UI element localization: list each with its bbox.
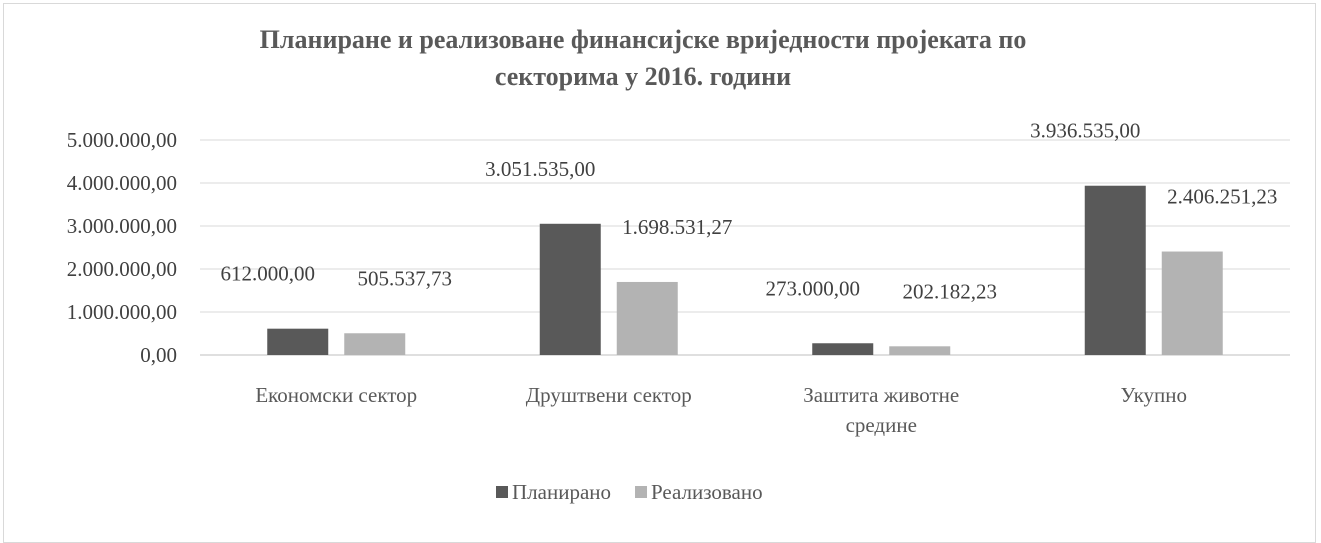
legend: Планирано Реализовано [496,480,763,504]
data-label: 273.000,00 [766,276,861,300]
bar-realized [616,281,678,355]
bar-planned [267,328,329,355]
data-label: 3.936.535,00 [1030,119,1140,143]
bar-realized [1161,251,1223,355]
y-tick-label: 5.000.000,00 [67,128,177,152]
category-label: Укупно [1121,383,1187,407]
chart-title-line: Планиране и реализоване финансијске вриј… [260,25,1027,54]
y-tick-label: 3.000.000,00 [67,214,177,238]
legend-label: Реализовано [651,480,763,504]
bar-planned [539,223,601,355]
category-label: Друштвени сектор [526,383,692,407]
bars [267,185,1223,355]
category-labels: Економски сектор Друштвени сектор Заштита … [255,383,1187,437]
y-tick-label: 2.000.000,00 [67,257,177,281]
bar-chart: Планиране и реализоване финансијске вриј… [67,25,1290,504]
chart-title: Планиране и реализоване финансијске вриј… [260,25,1027,91]
bar-realized [344,333,406,355]
y-tick-label: 4.000.000,00 [67,171,177,195]
y-axis-ticks: 0,00 1.000.000,00 2.000.000,00 3.000.000,00… [67,128,177,367]
legend-swatch [496,486,508,498]
legend-label: Планирано [512,480,611,504]
data-label: 3.051.535,00 [485,157,595,181]
bar-planned [812,343,874,355]
data-label: 1.698.531,27 [622,215,732,239]
y-tick-label: 1.000.000,00 [67,300,177,324]
bar-planned [1084,185,1146,355]
category-label: средине [846,413,917,437]
data-labels: 612.000,00 505.537,73 3.051.535,00 1.698.53… [221,119,1278,304]
category-label: Економски сектор [255,383,417,407]
bar-realized [889,346,951,355]
data-label: 612.000,00 [221,262,316,286]
category-label: Заштита животне [803,383,959,407]
data-label: 505.537,73 [358,266,453,290]
data-label: 2.406.251,23 [1167,185,1277,209]
legend-swatch [635,486,648,498]
y-tick-label: 0,00 [140,343,177,367]
chart-title-line: секторима у 2016. години [495,62,791,91]
data-label: 202.182,23 [903,279,998,303]
